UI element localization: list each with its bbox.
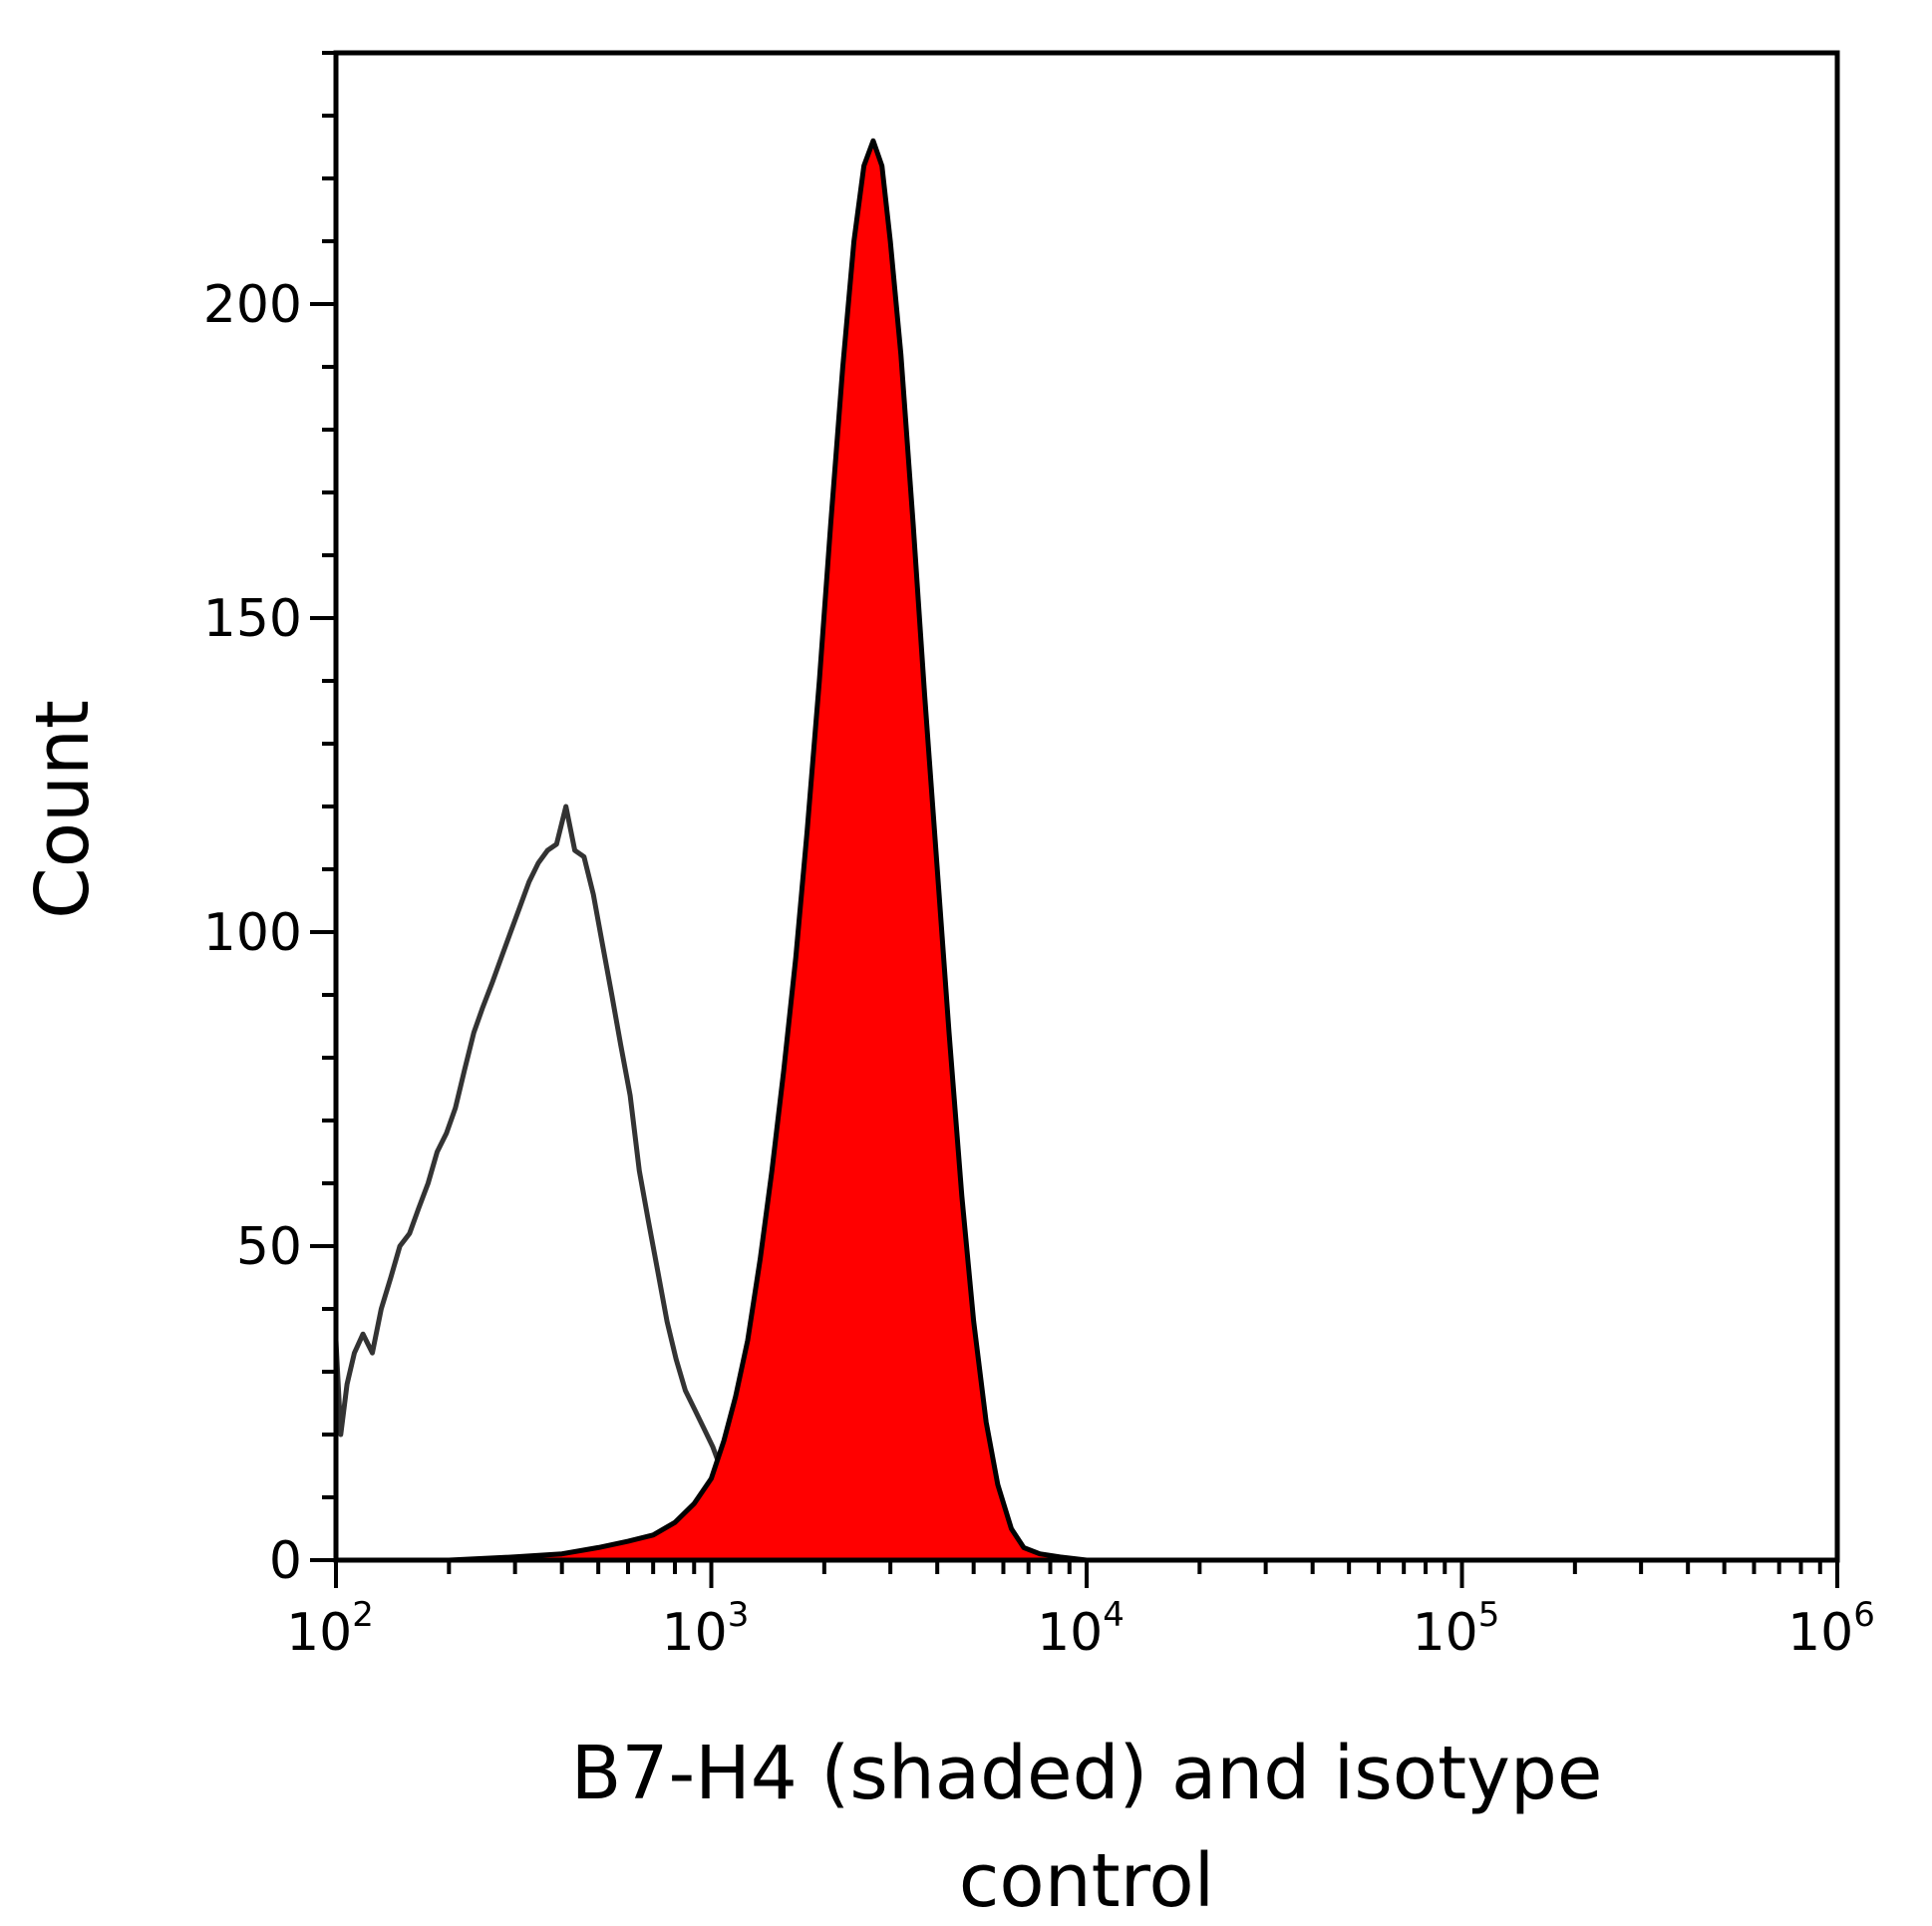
- plot-frame: [333, 50, 1840, 1563]
- series-0-line: [333, 803, 790, 1563]
- y-tick-label: 150: [203, 589, 302, 649]
- x-tick-label: 102: [286, 1595, 374, 1663]
- x-axis-title-line-2: control: [959, 1838, 1215, 1924]
- series-1-area: [336, 141, 1087, 1561]
- x-tick-label: 105: [1413, 1595, 1500, 1663]
- x-tick-label: 106: [1787, 1595, 1875, 1663]
- x-tick-label: 104: [1037, 1595, 1125, 1663]
- series-1-outline: [336, 138, 1088, 1563]
- y-tick-label: 0: [269, 1531, 302, 1591]
- x-axis-title-line-1: B7-H4 (shaded) and isotype: [571, 1731, 1603, 1816]
- axes: 0 50 100 150 200 102 103 104 105 106: [203, 50, 1875, 1663]
- y-axis-title: Count: [20, 700, 106, 919]
- x-tick-label: 103: [662, 1595, 750, 1663]
- y-tick-label: 200: [203, 275, 302, 335]
- y-tick-label: 100: [203, 903, 302, 963]
- y-tick-label: 50: [236, 1217, 302, 1277]
- plot-area: [333, 138, 1088, 1563]
